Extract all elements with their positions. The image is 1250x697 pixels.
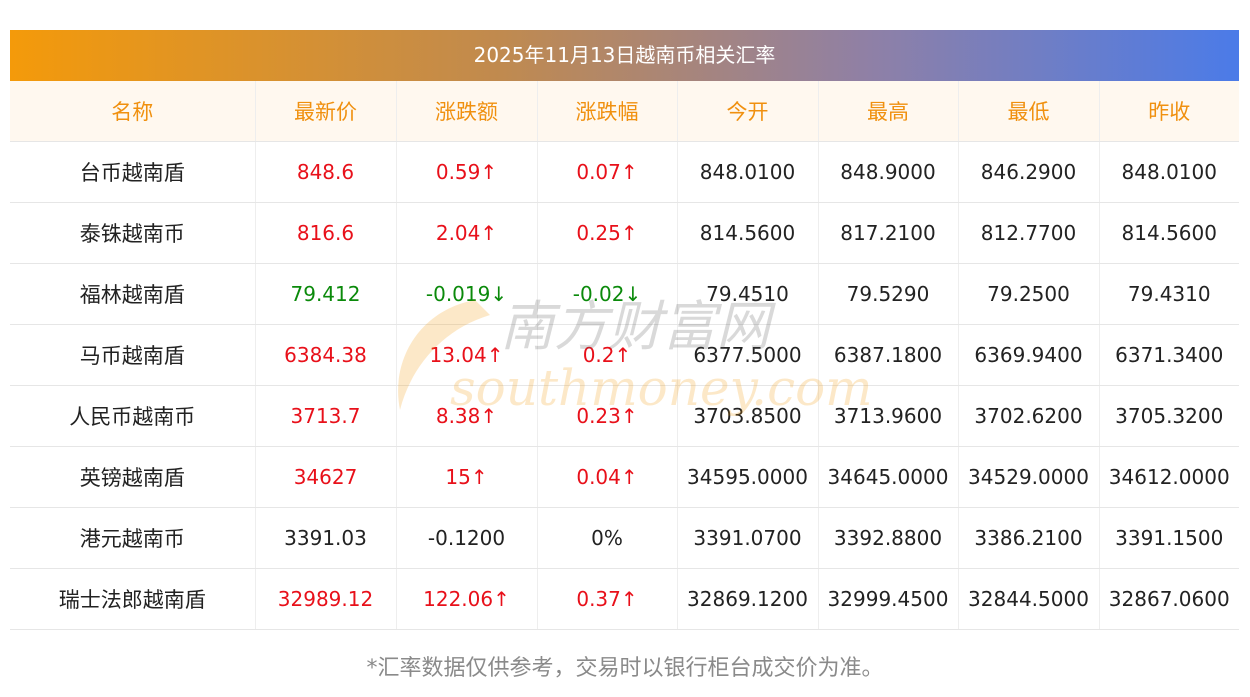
cell-high: 848.9000	[818, 141, 959, 203]
cell-low: 846.2900	[958, 141, 1100, 203]
cell-change: -0.1200	[396, 507, 538, 569]
cell-change-pct: 0.04↑	[537, 446, 678, 508]
cell-open: 848.0100	[677, 141, 819, 203]
cell-name: 人民币越南币	[10, 385, 256, 447]
cell-name: 台币越南盾	[10, 141, 256, 203]
cell-open: 79.4510	[677, 263, 819, 325]
cell-latest: 3713.7	[255, 385, 397, 447]
cell-prev-close: 79.4310	[1099, 263, 1239, 325]
cell-prev-close: 3705.3200	[1099, 385, 1239, 447]
cell-open: 814.5600	[677, 202, 819, 264]
cell-high: 817.2100	[818, 202, 959, 264]
cell-latest: 32989.12	[255, 568, 397, 630]
cell-high: 34645.0000	[818, 446, 959, 508]
header-name: 名称	[10, 81, 256, 142]
cell-latest: 816.6	[255, 202, 397, 264]
cell-high: 3392.8800	[818, 507, 959, 569]
cell-low: 3386.2100	[958, 507, 1100, 569]
cell-high: 6387.1800	[818, 324, 959, 386]
rate-table-container: 2025年11月13日越南币相关汇率 名称 最新价 涨跌额 涨跌幅 今开 最高 …	[10, 30, 1239, 630]
header-low: 最低	[958, 81, 1100, 142]
cell-change: 15↑	[396, 446, 538, 508]
table-row: 福林越南盾 79.412 -0.019↓ -0.02↓ 79.4510 79.5290 79…	[10, 263, 1239, 325]
cell-name: 福林越南盾	[10, 263, 256, 325]
cell-low: 812.7700	[958, 202, 1100, 264]
cell-change-pct: 0.23↑	[537, 385, 678, 447]
cell-name: 泰铢越南币	[10, 202, 256, 264]
cell-change-pct: 0.37↑	[537, 568, 678, 630]
table-header-row: 名称 最新价 涨跌额 涨跌幅 今开 最高 最低 昨收	[10, 81, 1239, 142]
cell-prev-close: 6371.3400	[1099, 324, 1239, 386]
cell-change-pct: 0%	[537, 507, 678, 569]
cell-change-pct: -0.02↓	[537, 263, 678, 325]
cell-open: 6377.5000	[677, 324, 819, 386]
header-high: 最高	[818, 81, 959, 142]
footnote: *汇率数据仅供参考，交易时以银行柜台成交价为准。	[366, 656, 884, 681]
cell-latest: 79.412	[255, 263, 397, 325]
header-change-pct: 涨跌幅	[537, 81, 678, 142]
cell-name: 瑞士法郎越南盾	[10, 568, 256, 630]
cell-low: 32844.5000	[958, 568, 1100, 630]
cell-prev-close: 32867.0600	[1099, 568, 1239, 630]
cell-change: 13.04↑	[396, 324, 538, 386]
table-row: 人民币越南币 3713.7 8.38↑ 0.23↑ 3703.8500 3713.9600…	[10, 385, 1239, 447]
table-title: 2025年11月13日越南币相关汇率	[10, 30, 1239, 81]
header-prev-close: 昨收	[1099, 81, 1239, 142]
table-row: 港元越南币 3391.03 -0.1200 0% 3391.0700 3392.8800 3…	[10, 507, 1239, 569]
table-row: 泰铢越南币 816.6 2.04↑ 0.25↑ 814.5600 817.2100 812.…	[10, 202, 1239, 264]
cell-high: 79.5290	[818, 263, 959, 325]
cell-open: 34595.0000	[677, 446, 819, 508]
cell-low: 6369.9400	[958, 324, 1100, 386]
cell-prev-close: 3391.1500	[1099, 507, 1239, 569]
table-row: 瑞士法郎越南盾 32989.12 122.06↑ 0.37↑ 32869.1200 329…	[10, 568, 1239, 630]
table-row: 马币越南盾 6384.38 13.04↑ 0.2↑ 6377.5000 6387.1800…	[10, 324, 1239, 386]
table-row: 英镑越南盾 34627 15↑ 0.04↑ 34595.0000 34645.0000 34…	[10, 446, 1239, 508]
cell-low: 3702.6200	[958, 385, 1100, 447]
cell-low: 79.2500	[958, 263, 1100, 325]
cell-latest: 848.6	[255, 141, 397, 203]
cell-high: 3713.9600	[818, 385, 959, 447]
cell-name: 英镑越南盾	[10, 446, 256, 508]
exchange-rate-table: 名称 最新价 涨跌额 涨跌幅 今开 最高 最低 昨收 台币越南盾 848.6 0.5…	[10, 81, 1239, 630]
cell-name: 马币越南盾	[10, 324, 256, 386]
cell-change: 2.04↑	[396, 202, 538, 264]
cell-latest: 3391.03	[255, 507, 397, 569]
cell-low: 34529.0000	[958, 446, 1100, 508]
header-latest: 最新价	[255, 81, 397, 142]
cell-prev-close: 814.5600	[1099, 202, 1239, 264]
cell-change-pct: 0.07↑	[537, 141, 678, 203]
cell-change-pct: 0.2↑	[537, 324, 678, 386]
cell-open: 3391.0700	[677, 507, 819, 569]
cell-latest: 6384.38	[255, 324, 397, 386]
cell-prev-close: 34612.0000	[1099, 446, 1239, 508]
table-row: 台币越南盾 848.6 0.59↑ 0.07↑ 848.0100 848.9000 846.…	[10, 141, 1239, 203]
cell-change: 122.06↑	[396, 568, 538, 630]
cell-change: 8.38↑	[396, 385, 538, 447]
header-open: 今开	[677, 81, 819, 142]
cell-high: 32999.4500	[818, 568, 959, 630]
cell-change: 0.59↑	[396, 141, 538, 203]
cell-open: 32869.1200	[677, 568, 819, 630]
cell-change-pct: 0.25↑	[537, 202, 678, 264]
cell-open: 3703.8500	[677, 385, 819, 447]
cell-name: 港元越南币	[10, 507, 256, 569]
header-change: 涨跌额	[396, 81, 538, 142]
cell-latest: 34627	[255, 446, 397, 508]
cell-change: -0.019↓	[396, 263, 538, 325]
cell-prev-close: 848.0100	[1099, 141, 1239, 203]
